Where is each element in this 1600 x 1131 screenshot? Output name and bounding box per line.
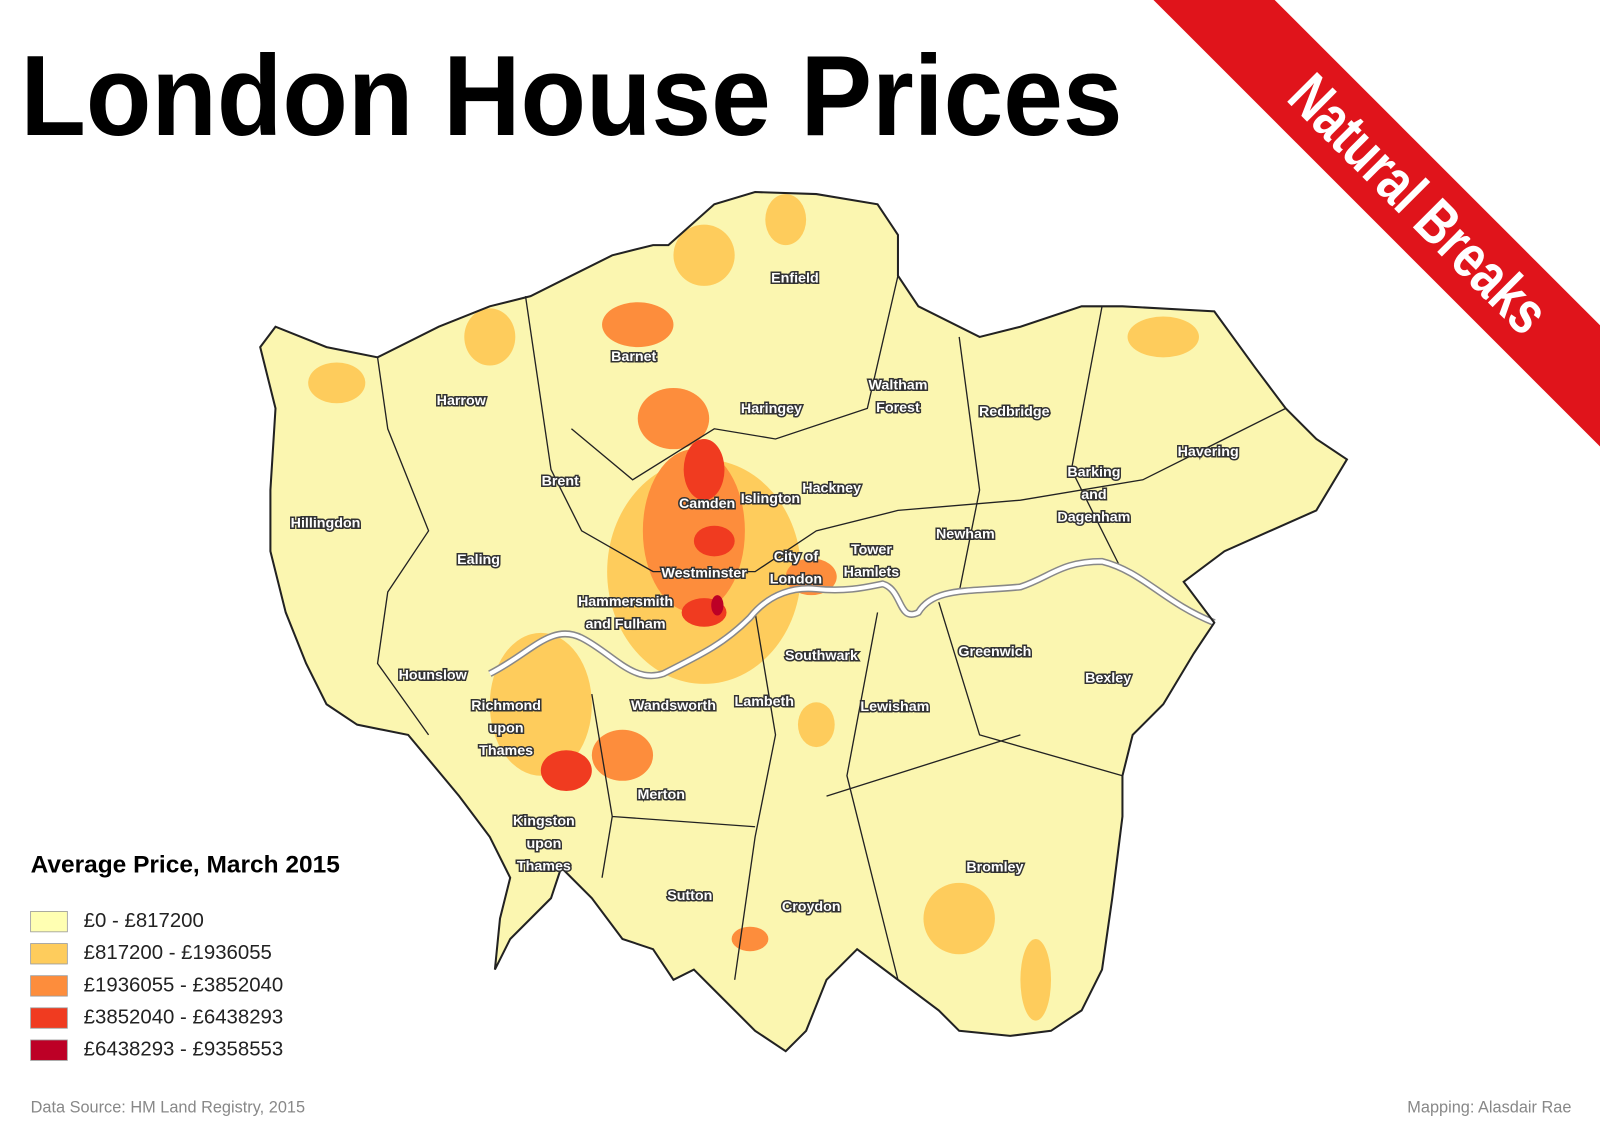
area xyxy=(797,702,835,748)
border xyxy=(826,602,1123,797)
borough-label: upon xyxy=(489,721,524,737)
area xyxy=(637,387,710,450)
borough-label: Harrow xyxy=(437,393,487,409)
borough-label: Newham xyxy=(936,527,995,543)
area xyxy=(693,525,735,557)
river-thames-fill xyxy=(488,559,1216,678)
borough-borders xyxy=(376,275,1287,980)
borough-label: Hammersmith xyxy=(578,594,673,610)
border xyxy=(571,275,899,481)
border xyxy=(376,357,430,736)
borough-label: Bexley xyxy=(1085,671,1131,687)
borough-label: Lambeth xyxy=(735,694,794,710)
legend-swatch xyxy=(30,1007,68,1029)
area xyxy=(683,438,725,501)
borough-label: Dagenham xyxy=(1057,509,1130,525)
legend-label: £6438293 - £9358553 xyxy=(84,1039,284,1061)
borough-label: Lewisham xyxy=(860,699,929,715)
borough-label: Islington xyxy=(741,491,800,507)
area xyxy=(464,308,516,366)
border xyxy=(734,612,777,980)
legend-title: Average Price, March 2015 xyxy=(31,852,340,879)
borough-label: Camden xyxy=(679,496,735,512)
borough-label: Richmond xyxy=(471,698,541,714)
badge-text: Natural Breaks xyxy=(1276,61,1562,347)
borough-label: Haringey xyxy=(741,401,802,417)
borough-label: Merton xyxy=(637,787,685,803)
borough-label: Wandsworth xyxy=(631,698,716,714)
borough-label: Sutton xyxy=(667,888,712,904)
borough-label: Kingston xyxy=(513,813,575,829)
border xyxy=(524,296,1287,573)
borough-label: Enfield xyxy=(771,271,819,287)
legend-swatch xyxy=(30,975,68,997)
page-title: London House Prices xyxy=(20,33,1122,160)
border xyxy=(958,306,1124,593)
borough-label: Brent xyxy=(542,474,580,490)
border xyxy=(591,693,756,878)
area xyxy=(591,729,654,781)
area xyxy=(731,926,769,952)
area xyxy=(711,595,724,616)
borough-label: Thames xyxy=(517,858,571,874)
legend-label: £1936055 - £3852040 xyxy=(84,974,284,996)
borough-label: Hounslow xyxy=(399,667,468,683)
borough-label: Hillingdon xyxy=(291,515,361,531)
legend-swatch xyxy=(30,911,68,933)
borough-label: upon xyxy=(526,836,561,852)
legend-label: £3852040 - £6438293 xyxy=(84,1006,284,1028)
borough-label: Barnet xyxy=(611,349,656,365)
legend: Average Price, March 2015 £0 - £817200 £8… xyxy=(30,852,340,1061)
price-areas xyxy=(308,194,1199,1021)
borough-label: Southwark xyxy=(785,648,858,664)
area xyxy=(308,362,366,404)
area xyxy=(602,302,674,348)
badge-ribbon xyxy=(1149,0,1600,473)
area xyxy=(489,632,592,776)
legend-label: £0 - £817200 xyxy=(84,910,204,932)
borough-label: Bromley xyxy=(966,859,1023,875)
border xyxy=(846,612,899,980)
area xyxy=(1020,938,1052,1021)
borough-label: Croydon xyxy=(782,899,841,915)
data-source: Data Source: HM Land Registry, 2015 xyxy=(31,1098,305,1116)
borough-label: Westminster xyxy=(661,565,747,581)
legend-swatch xyxy=(30,943,68,965)
borough-label: Ealing xyxy=(457,552,500,568)
credit: Mapping: Alasdair Rae xyxy=(1407,1098,1571,1116)
borough-label: and Fulham xyxy=(585,616,665,632)
borough-label: Havering xyxy=(1178,444,1239,460)
borough-label: Barking xyxy=(1067,464,1120,480)
borough-label: Waltham xyxy=(868,378,927,394)
area xyxy=(1127,316,1199,358)
map: Enfield Barnet Harrow Haringey Waltham Forest… xyxy=(259,191,1348,1053)
borough-label: Redbridge xyxy=(979,404,1050,420)
area xyxy=(673,224,735,286)
borough-label: Tower xyxy=(851,542,892,558)
borough-label: Forest xyxy=(876,400,920,416)
borough-label: Thames xyxy=(479,743,533,759)
borough-label: Hamlets xyxy=(844,564,900,580)
area xyxy=(765,194,807,246)
legend-swatch xyxy=(30,1039,68,1061)
area xyxy=(540,750,592,792)
borough-label: London xyxy=(770,572,822,588)
borough-label: and xyxy=(1081,487,1106,503)
borough-label: Hackney xyxy=(802,481,861,497)
borough-label: Greenwich xyxy=(958,644,1031,660)
legend-label: £817200 - £1936055 xyxy=(84,942,272,964)
area xyxy=(923,882,995,955)
borough-label: City of xyxy=(774,549,819,565)
borough-labels: Enfield Barnet Harrow Haringey Waltham Forest… xyxy=(289,269,1240,917)
